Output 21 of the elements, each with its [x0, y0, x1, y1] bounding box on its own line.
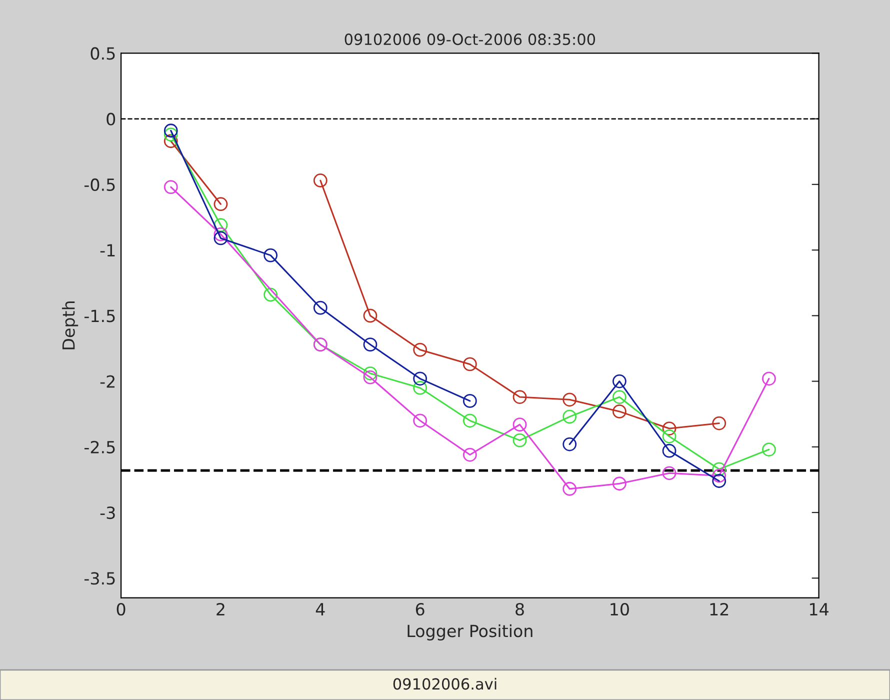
chart-title: 09102006 09-Oct-2006 08:35:00 — [344, 34, 596, 46]
text: 09102006.avi — [393, 678, 496, 690]
x-axis-title: Logger Position — [408, 624, 532, 640]
y-tick-label: -3 — [100, 506, 115, 520]
x-tick-label: 12 — [710, 602, 728, 616]
x-tick-label: 8 — [516, 602, 524, 616]
y-tick-label: -1 — [100, 244, 115, 256]
y-tick-label: 0.5 — [90, 47, 115, 60]
x-tick-label: 0 — [116, 602, 126, 616]
y-tick-label: -3.5 — [84, 572, 115, 585]
y-tick-label: -1.5 — [84, 310, 115, 322]
x-tick-label: 2 — [216, 602, 224, 616]
y-tick-label: -2 — [100, 375, 115, 388]
x-tick-label: 4 — [316, 603, 325, 616]
y-tick-label: -2.5 — [84, 440, 115, 454]
y-axis-title: Depth — [62, 302, 78, 350]
x-tick-label: 6 — [416, 602, 424, 616]
x-tick-label: 14 — [810, 603, 828, 616]
x-tick-label: 10 — [610, 602, 629, 616]
y-tick-label: 0 — [106, 112, 116, 126]
y-tick-label: -0.5 — [84, 178, 115, 191]
